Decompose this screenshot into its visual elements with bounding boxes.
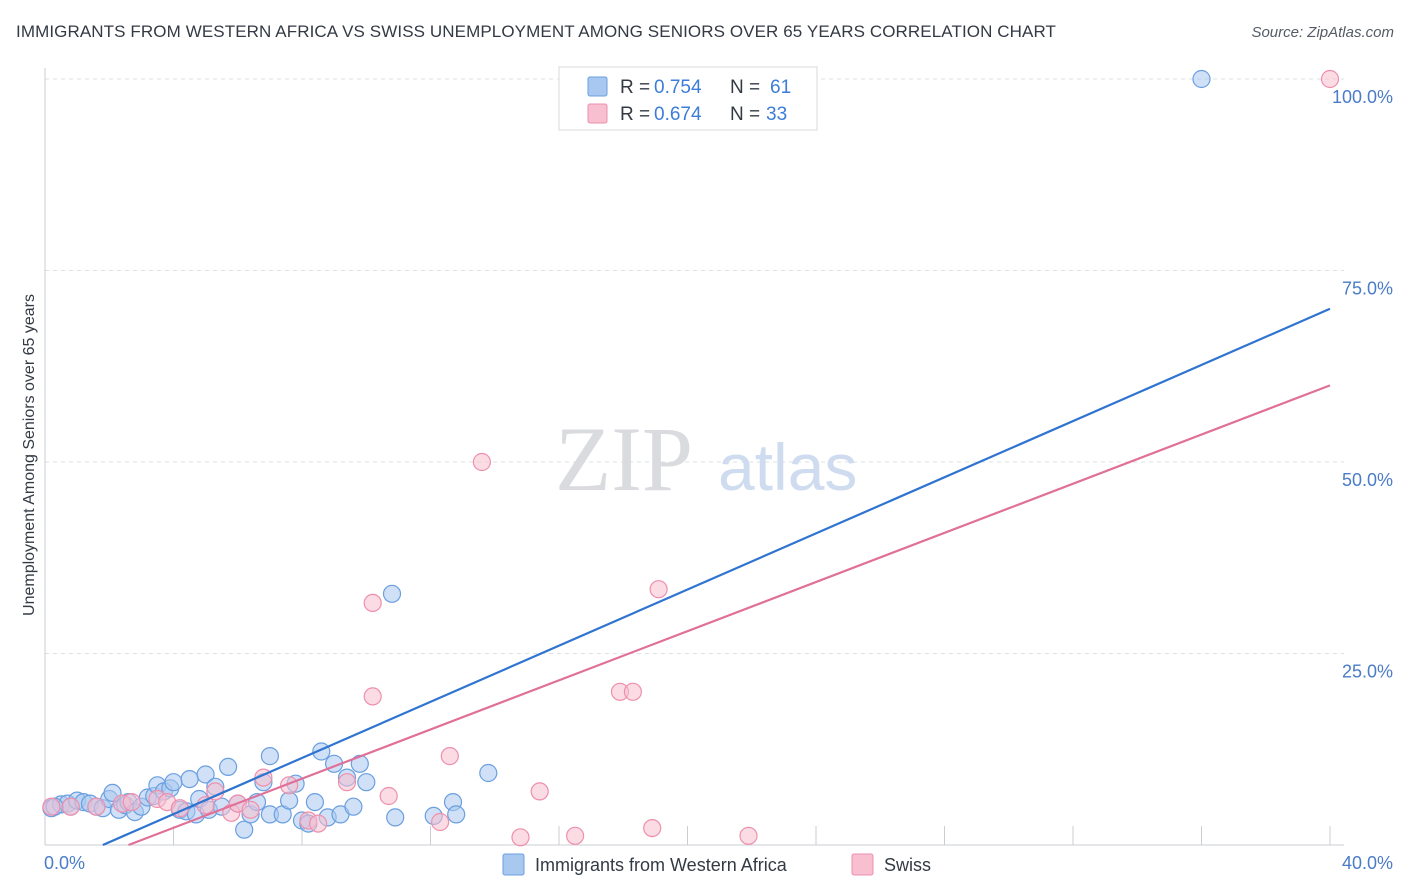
- bottom-legend-blue-label: Immigrants from Western Africa: [535, 855, 788, 875]
- pink-data-point: [530, 782, 549, 801]
- pink-data-point: [42, 797, 61, 816]
- legend-pink-swatch: [587, 103, 608, 124]
- blue-data-point: [280, 791, 299, 810]
- legend-blue-n-value: 61: [770, 77, 791, 98]
- pink-data-point: [565, 826, 585, 845]
- pink-data-point: [739, 826, 758, 845]
- blue-data-point: [164, 773, 183, 792]
- pink-data-point: [122, 792, 141, 812]
- pink-data-point: [241, 800, 260, 819]
- source-label: Source: ZipAtlas.com: [1251, 24, 1394, 41]
- blue-data-point: [235, 820, 254, 839]
- y-axis-label: Unemployment Among Seniors over 65 years: [21, 294, 38, 616]
- blue-data-point: [447, 805, 466, 824]
- blue-data-point: [180, 769, 199, 789]
- watermark-atlas: atlas: [718, 430, 857, 504]
- bottom-legend-pink-swatch: [851, 853, 874, 876]
- pink-data-point: [61, 797, 80, 816]
- x-tick-label-min: 0.0%: [44, 853, 85, 873]
- legend-blue-swatch: [587, 76, 608, 97]
- blue-data-point: [350, 754, 369, 773]
- pink-data-point: [431, 812, 450, 832]
- blue-data-point: [344, 797, 363, 816]
- top-legend: R = 0.754 N = 61 R = 0.674 N = 33: [558, 66, 818, 131]
- pink-data-point: [472, 452, 491, 472]
- y-tick-label: 50.0%: [1342, 470, 1393, 490]
- legend-pink-n-value: 33: [766, 104, 787, 125]
- pink-data-point: [440, 746, 459, 766]
- pink-data-point: [1320, 69, 1340, 89]
- watermark-zip: ZIP: [555, 408, 693, 510]
- pink-trend-line: [128, 384, 1331, 847]
- pink-data-point: [337, 773, 357, 792]
- pink-data-point: [87, 797, 106, 816]
- x-tick-label-max: 40.0%: [1342, 853, 1393, 873]
- chart-title: IMMIGRANTS FROM WESTERN AFRICA VS SWISS …: [16, 22, 1057, 41]
- blue-data-point: [305, 792, 324, 812]
- legend-pink-r-value: 0.674: [654, 104, 702, 125]
- blue-data-point: [357, 773, 376, 792]
- blue-trend-line: [102, 307, 1331, 847]
- tick-labels: 25.0% 50.0% 75.0% 100.0% 0.0% 40.0%: [44, 87, 1393, 873]
- bottom-legend-blue-swatch: [502, 853, 525, 876]
- blue-data-point: [219, 757, 238, 777]
- pink-data-point: [363, 687, 382, 706]
- blue-data-point: [260, 746, 279, 766]
- pink-data-point: [511, 828, 530, 847]
- y-tick-label: 25.0%: [1342, 662, 1393, 682]
- pink-data-point: [363, 593, 382, 613]
- pink-data-point: [649, 580, 668, 599]
- blue-data-point: [382, 584, 402, 603]
- legend-blue-r-value: 0.754: [654, 77, 702, 98]
- blue-data-point: [1192, 69, 1211, 89]
- blue-data-point: [479, 763, 498, 783]
- legend-pink-r-label: R =: [620, 104, 650, 125]
- legend-blue-r-label: R =: [620, 77, 650, 98]
- legend-pink-n-label: N =: [730, 104, 760, 125]
- pink-data-point: [643, 818, 662, 838]
- axes: [44, 68, 1344, 846]
- pink-data-point: [309, 814, 328, 833]
- y-tick-label: 75.0%: [1342, 279, 1393, 299]
- gridlines: [45, 78, 1344, 654]
- y-tick-label: 100.0%: [1332, 87, 1393, 107]
- pink-data-point: [379, 786, 398, 806]
- pink-data-point: [623, 682, 643, 701]
- blue-data-point: [196, 765, 215, 784]
- trend-lines: [102, 307, 1331, 847]
- legend-blue-n-label: N =: [730, 77, 760, 98]
- bottom-legend-pink-label: Swiss: [884, 855, 931, 875]
- bottom-legend: Immigrants from Western Africa Swiss: [502, 853, 931, 876]
- blue-data-point: [386, 808, 405, 827]
